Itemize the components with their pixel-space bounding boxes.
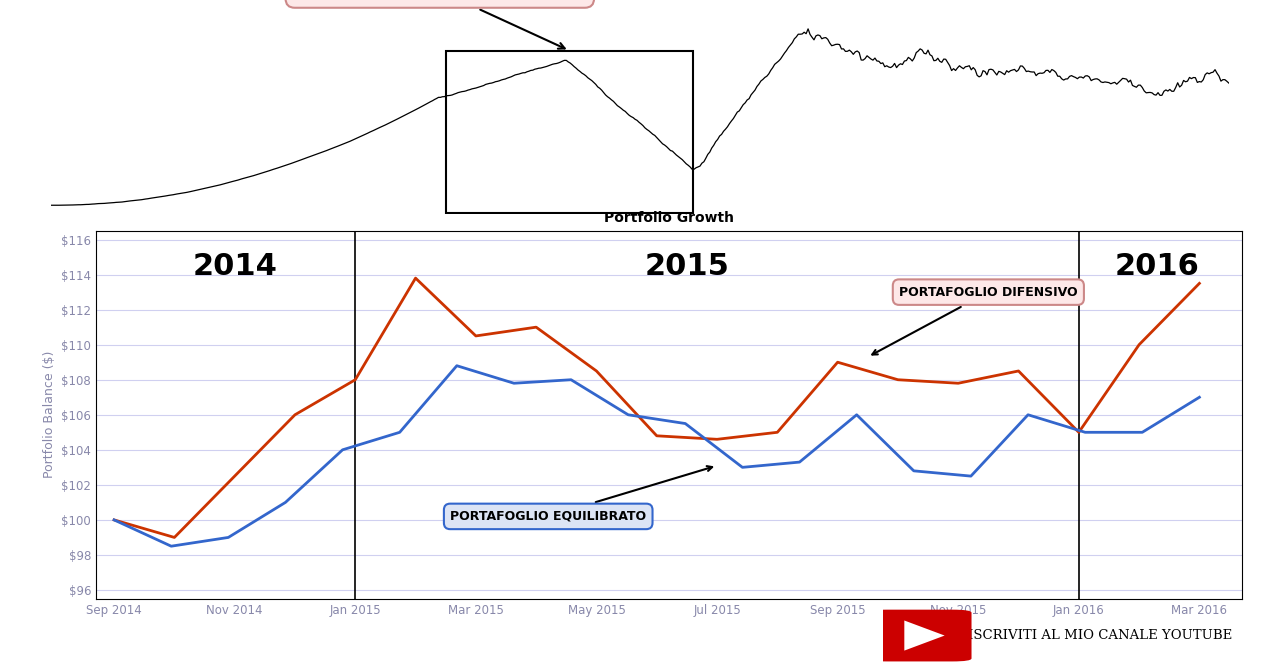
- Bar: [445, 51, 692, 213]
- Title: Portfolio Growth: Portfolio Growth: [604, 211, 733, 225]
- Text: PORTAFOGLIO EQUILIBRATO: PORTAFOGLIO EQUILIBRATO: [451, 466, 712, 523]
- FancyBboxPatch shape: [868, 609, 972, 662]
- Text: 2015: 2015: [644, 252, 730, 281]
- Polygon shape: [904, 621, 945, 650]
- Text: 2014: 2014: [192, 252, 276, 281]
- Text: 2016: 2016: [1115, 252, 1199, 281]
- Y-axis label: Portfolio Balance ($): Portfolio Balance ($): [42, 351, 55, 478]
- Text: SETTEMBRE 2014-FEBBRAIO 2016: SETTEMBRE 2014-FEBBRAIO 2016: [294, 0, 585, 49]
- Text: PORTAFOGLIO DIFENSIVO: PORTAFOGLIO DIFENSIVO: [872, 286, 1078, 355]
- Text: ISCRIVITI AL MIO CANALE YOUTUBE: ISCRIVITI AL MIO CANALE YOUTUBE: [968, 629, 1231, 642]
